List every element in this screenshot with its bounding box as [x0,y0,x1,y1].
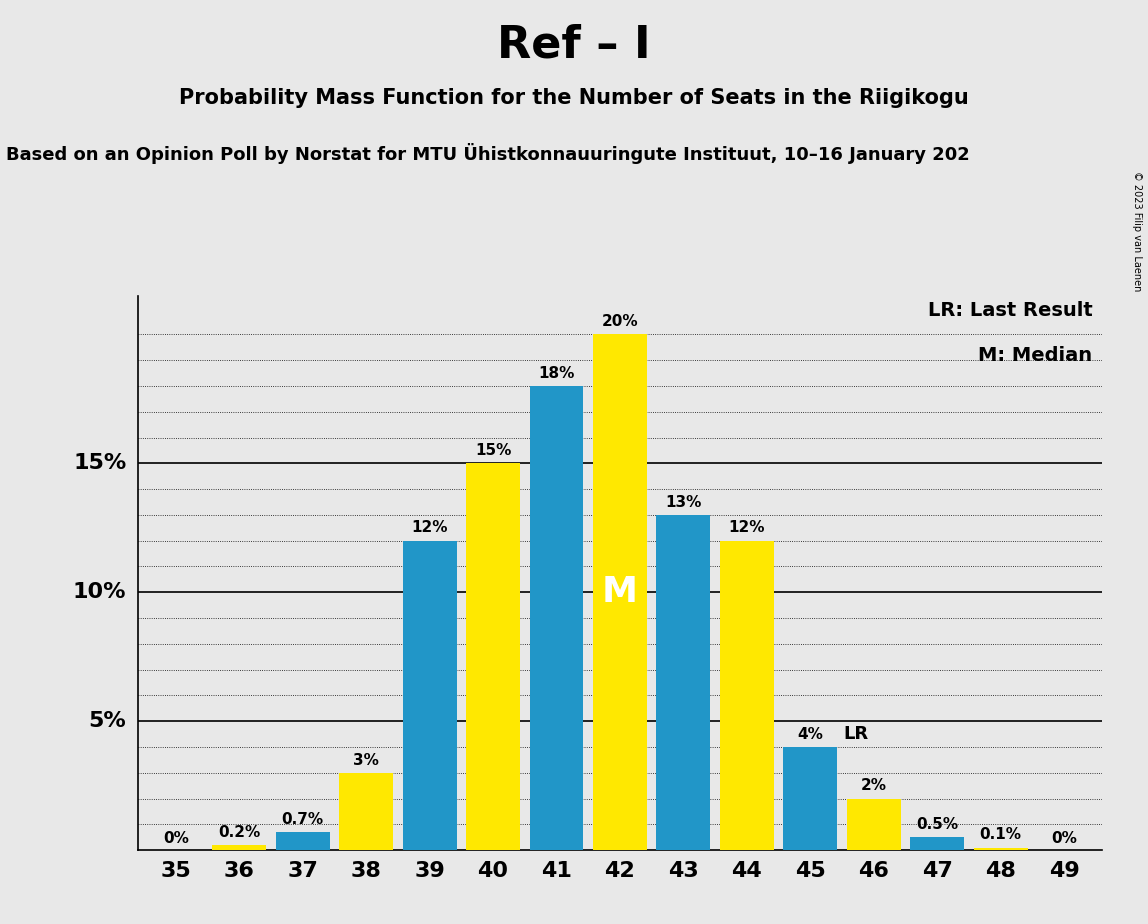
Text: 0.2%: 0.2% [218,825,261,840]
Text: 0.5%: 0.5% [916,817,959,832]
Text: M: M [602,576,638,609]
Text: 13%: 13% [665,494,701,510]
Text: 15%: 15% [73,454,126,473]
Text: 10%: 10% [72,582,126,602]
Bar [720,541,774,850]
Text: 5%: 5% [88,711,126,731]
Text: 0%: 0% [163,832,188,846]
Text: 0%: 0% [1052,832,1077,846]
Bar [783,747,837,850]
Text: 12%: 12% [729,520,765,536]
Bar [212,845,266,850]
Text: 3%: 3% [354,752,379,768]
Text: 20%: 20% [602,314,638,329]
Text: 15%: 15% [475,444,511,458]
Bar [403,541,457,850]
Text: 18%: 18% [538,366,575,381]
Bar [529,386,583,850]
Text: © 2023 Filip van Laenen: © 2023 Filip van Laenen [1132,171,1142,291]
Text: LR: Last Result: LR: Last Result [928,301,1093,321]
Text: M: Median: M: Median [978,346,1093,365]
Text: LR: LR [844,725,868,743]
Text: Based on an Opinion Poll by Norstat for MTU Ühistkonnauuringute Instituut, 10–16: Based on an Opinion Poll by Norstat for … [6,143,970,164]
Bar [910,837,964,850]
Text: 0.7%: 0.7% [281,812,324,827]
Bar [594,334,646,850]
Text: 0.1%: 0.1% [979,827,1022,843]
Text: 12%: 12% [411,520,448,536]
Bar [276,832,329,850]
Text: 2%: 2% [861,778,886,794]
Bar [466,463,520,850]
Bar [339,772,393,850]
Bar [657,515,711,850]
Text: Probability Mass Function for the Number of Seats in the Riigikogu: Probability Mass Function for the Number… [179,88,969,108]
Text: Ref – I: Ref – I [497,23,651,67]
Bar [847,798,901,850]
Text: 4%: 4% [798,727,823,742]
Bar [974,847,1027,850]
